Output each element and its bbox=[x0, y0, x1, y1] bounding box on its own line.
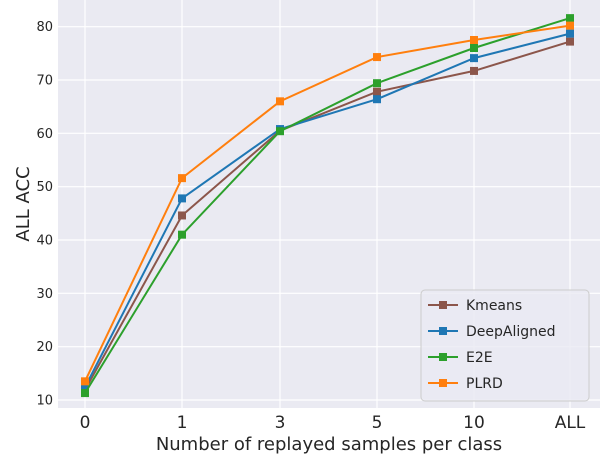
y-tick-label: 70 bbox=[36, 74, 53, 89]
series-line bbox=[84, 32, 571, 388]
series-e2e bbox=[81, 14, 574, 398]
legend-entry: PLRD bbox=[428, 376, 503, 392]
legend-label: Kmeans bbox=[466, 298, 522, 314]
data-point bbox=[178, 230, 186, 239]
data-point bbox=[566, 29, 574, 38]
y-tick-label: 80 bbox=[36, 20, 53, 35]
data-point bbox=[470, 44, 478, 52]
data-point bbox=[373, 53, 381, 62]
data-point bbox=[566, 14, 574, 23]
y-tick-label: 20 bbox=[36, 340, 53, 355]
data-point bbox=[81, 377, 89, 386]
legend-label: DeepAligned bbox=[466, 324, 556, 340]
legend-label: E2E bbox=[466, 350, 493, 366]
series-line bbox=[84, 17, 571, 394]
data-point bbox=[178, 194, 186, 203]
x-axis-label: Number of replayed samples per class bbox=[156, 434, 502, 455]
series-lines bbox=[81, 14, 574, 398]
legend-label: PLRD bbox=[466, 376, 503, 392]
legend-box bbox=[420, 289, 590, 402]
x-tick-label: 5 bbox=[372, 413, 383, 433]
data-point bbox=[470, 54, 478, 63]
data-point bbox=[178, 211, 186, 220]
y-tick-label: 40 bbox=[36, 234, 53, 249]
data-point bbox=[566, 21, 574, 30]
x-axis-ticks: 0 1 3 5 10 ALL bbox=[80, 413, 586, 433]
data-point bbox=[566, 37, 574, 46]
data-point bbox=[276, 127, 284, 136]
legend-entry: DeepAligned bbox=[428, 324, 556, 340]
y-axis-label: ALL ACC bbox=[13, 166, 34, 241]
legend-entry: E2E bbox=[428, 350, 493, 366]
legend: Kmeans DeepAligned E2E PLRD bbox=[420, 289, 590, 402]
legend-marker bbox=[439, 327, 447, 335]
x-tick-label: 0 bbox=[80, 413, 91, 433]
y-tick-label: 10 bbox=[36, 394, 53, 409]
x-tick-label: 3 bbox=[275, 413, 286, 433]
y-tick-label: 60 bbox=[36, 127, 53, 142]
data-point bbox=[81, 389, 89, 398]
grid bbox=[58, 0, 600, 408]
data-point bbox=[276, 97, 284, 106]
x-tick-label: 10 bbox=[463, 413, 485, 433]
data-point bbox=[81, 383, 89, 392]
legend-marker bbox=[439, 301, 447, 309]
data-point bbox=[178, 174, 186, 183]
data-point bbox=[373, 79, 381, 88]
legend-entry: Kmeans bbox=[428, 298, 522, 314]
x-tick-label: 1 bbox=[177, 413, 188, 433]
data-point bbox=[373, 95, 381, 104]
data-point bbox=[470, 66, 478, 75]
y-tick-label: 50 bbox=[36, 180, 53, 195]
series-line bbox=[84, 40, 571, 391]
data-point bbox=[373, 87, 381, 96]
y-axis-ticks: 10 20 30 40 50 60 70 80 bbox=[36, 20, 53, 408]
series-line bbox=[84, 24, 571, 382]
series-plrd bbox=[81, 21, 574, 386]
data-point bbox=[470, 36, 478, 44]
y-tick-label: 30 bbox=[36, 287, 53, 302]
legend-marker bbox=[439, 353, 447, 361]
legend-marker bbox=[439, 379, 447, 387]
x-tick-label: ALL bbox=[555, 413, 586, 433]
